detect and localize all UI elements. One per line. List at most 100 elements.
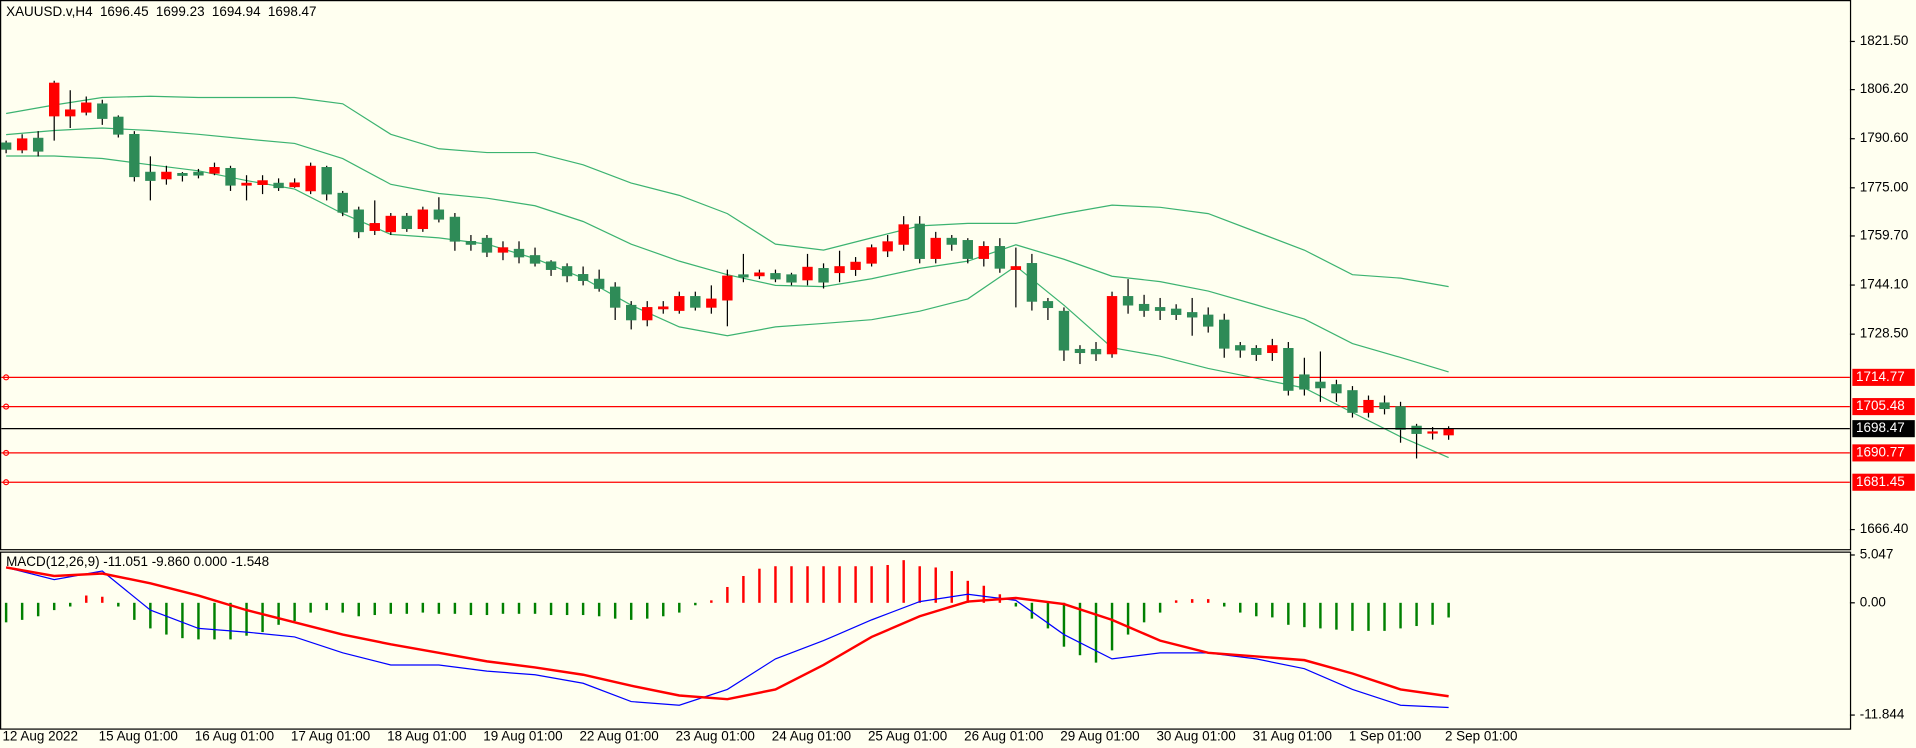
candle-body <box>738 274 749 278</box>
macd-histogram-bar <box>694 602 697 606</box>
candle-body <box>305 165 316 192</box>
candle-body <box>1058 310 1070 351</box>
level-label-box <box>1852 398 1915 416</box>
price-panel <box>1 80 1850 486</box>
candle-body <box>1427 431 1438 434</box>
macd-histogram-bar <box>838 566 841 603</box>
x-tick-label: 30 Aug 01:00 <box>1156 729 1235 744</box>
candle-body <box>337 192 348 213</box>
bollinger-band <box>6 95 1449 288</box>
candle-body <box>1042 301 1054 309</box>
symbol-title: XAUUSD.v,H4 <box>6 4 93 19</box>
bid-label: 1698.47 <box>1856 420 1905 435</box>
macd-histogram-bar <box>1206 599 1210 603</box>
macd-histogram-bar <box>373 602 376 616</box>
candle-body <box>369 223 380 231</box>
macd-histogram-bar <box>1014 602 1018 607</box>
candle-body <box>289 182 300 188</box>
candle-body <box>1235 345 1246 351</box>
candle-body <box>674 296 685 311</box>
macd-histogram-bar <box>1287 602 1290 625</box>
macd-histogram-bar <box>1094 602 1098 663</box>
indicator-title: MACD(12,26,9) -11.051 -9.860 0.000 -1.54… <box>6 554 269 569</box>
macd-histogram-bar <box>710 600 713 603</box>
candle-body <box>1219 319 1230 349</box>
macd-histogram-bar <box>678 602 681 613</box>
macd-histogram-bar <box>1062 602 1066 647</box>
candle-body <box>113 116 124 135</box>
macd-histogram-bar <box>1415 602 1418 627</box>
candle-body <box>1154 307 1166 311</box>
macd-histogram-bar <box>1030 602 1034 619</box>
macd-histogram-bar <box>1223 602 1226 607</box>
x-tick-label: 17 Aug 01:00 <box>291 729 370 744</box>
candle-body <box>770 273 781 280</box>
candle-body <box>1106 296 1118 355</box>
candle-body <box>433 209 445 220</box>
candle-body <box>1 142 12 150</box>
candle-body <box>914 223 925 259</box>
macd-histogram-bar <box>822 566 825 603</box>
macd-histogram-bar <box>966 580 970 603</box>
candle-body <box>882 241 893 252</box>
candle-body <box>1283 348 1294 391</box>
level-label-box <box>1852 444 1915 462</box>
macd-histogram-bar <box>149 602 152 629</box>
level-marker <box>3 403 10 410</box>
macd-histogram-bar <box>1158 602 1162 613</box>
x-tick-label: 2 Sep 01:00 <box>1445 729 1518 744</box>
candle-body <box>1331 384 1342 394</box>
macd-line <box>5 566 1449 701</box>
x-tick-label: 29 Aug 01:00 <box>1060 729 1139 744</box>
macd-histogram-bar <box>870 566 873 603</box>
header-low: 1694.94 <box>212 4 261 19</box>
header-high: 1699.23 <box>156 4 205 19</box>
y-tick-label: 1728.50 <box>1860 326 1909 341</box>
macd-histogram-bar <box>1110 602 1114 651</box>
candle-body <box>1090 348 1102 355</box>
macd-histogram-bar <box>902 560 905 603</box>
level-marker <box>3 479 10 486</box>
candle-body <box>209 167 220 174</box>
candle-body <box>962 240 973 259</box>
macd-histogram-bar <box>245 602 248 636</box>
macd-histogram-bar <box>1383 602 1386 631</box>
x-tick-label: 31 Aug 01:00 <box>1253 729 1332 744</box>
y-tick-label: 1821.50 <box>1860 33 1909 48</box>
y-tick-label: 1790.60 <box>1860 130 1909 145</box>
candle-body <box>866 247 877 264</box>
macd-histogram-bar <box>485 602 489 616</box>
macd-histogram-bar <box>581 602 585 616</box>
candle-body <box>81 102 92 113</box>
candle-body <box>834 266 845 274</box>
macd-histogram-bar <box>918 566 921 603</box>
macd-histogram-bar <box>261 602 264 633</box>
candle-body <box>1411 425 1422 434</box>
level-label: 1705.48 <box>1856 398 1905 413</box>
x-tick-label: 15 Aug 01:00 <box>99 729 178 744</box>
candle-body <box>1010 266 1022 270</box>
macd-histogram-bar <box>85 595 88 603</box>
macd-histogram-bar <box>1319 602 1322 629</box>
macd-histogram-bar <box>197 602 200 640</box>
macd-histogram-bar <box>405 602 409 614</box>
macd-histogram-bar <box>1351 602 1354 631</box>
macd-histogram-bar <box>982 585 986 603</box>
macd-histogram-bar <box>726 586 729 603</box>
candle-body <box>225 167 236 186</box>
bid-label-box <box>1852 420 1915 438</box>
y-tick-label: 1666.40 <box>1860 521 1909 536</box>
x-tick-label: 26 Aug 01:00 <box>964 729 1043 744</box>
candle-body <box>1379 402 1390 410</box>
candle-body <box>1251 348 1262 355</box>
macd-histogram-bar <box>1303 602 1306 628</box>
macd-histogram-bar <box>854 566 857 603</box>
macd-histogram-bar <box>1335 602 1338 630</box>
x-tick-label: 18 Aug 01:00 <box>387 729 466 744</box>
macd-histogram-bar <box>325 602 328 611</box>
candle-body <box>193 171 204 176</box>
macd-histogram-bar <box>181 602 184 639</box>
candle-body <box>129 134 140 178</box>
